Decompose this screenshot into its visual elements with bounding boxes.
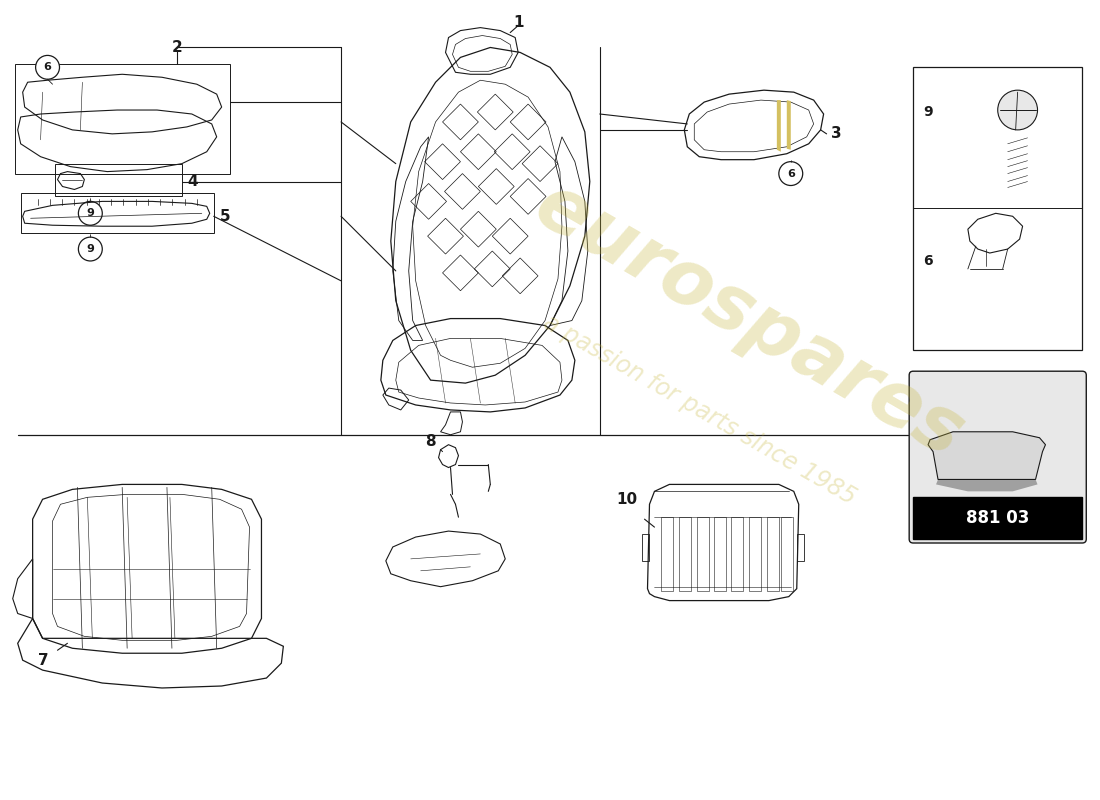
- Polygon shape: [928, 432, 1045, 479]
- Circle shape: [779, 162, 803, 186]
- Text: 6: 6: [923, 254, 933, 268]
- Text: 3: 3: [830, 126, 842, 142]
- Text: 5: 5: [220, 209, 230, 224]
- Circle shape: [998, 90, 1037, 130]
- Text: 9: 9: [87, 244, 95, 254]
- Text: 10: 10: [616, 492, 638, 507]
- Circle shape: [35, 55, 59, 79]
- Text: 9: 9: [923, 105, 933, 119]
- Text: 9: 9: [87, 208, 95, 218]
- Bar: [913, 67, 1082, 350]
- Text: 4: 4: [187, 174, 198, 189]
- Text: 6: 6: [44, 62, 52, 72]
- Text: 8: 8: [425, 434, 436, 450]
- Text: eurospares: eurospares: [521, 168, 977, 474]
- Polygon shape: [936, 479, 1037, 491]
- Text: 7: 7: [37, 653, 48, 668]
- Bar: [913, 498, 1082, 539]
- Circle shape: [78, 237, 102, 261]
- Polygon shape: [786, 100, 791, 150]
- Circle shape: [78, 202, 102, 226]
- Text: 1: 1: [513, 15, 524, 30]
- Text: 2: 2: [172, 40, 183, 55]
- Text: 6: 6: [786, 169, 794, 178]
- Text: a passion for parts since 1985: a passion for parts since 1985: [539, 310, 860, 510]
- Polygon shape: [777, 100, 781, 152]
- Text: 881 03: 881 03: [966, 509, 1030, 527]
- FancyBboxPatch shape: [910, 371, 1087, 543]
